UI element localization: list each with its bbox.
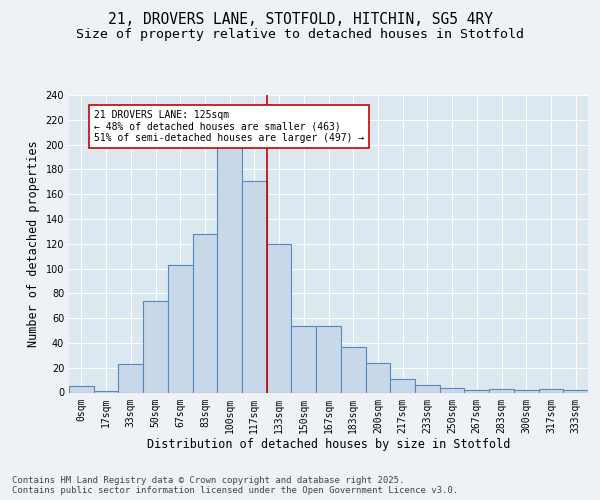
Bar (69, 386, 94, 392)
Bar (168, 265, 193, 392)
Bar (489, 389, 514, 392)
Bar (217, 146, 242, 392)
Text: Size of property relative to detached houses in Stotfold: Size of property relative to detached ho… (76, 28, 524, 41)
Bar (563, 390, 588, 392)
Bar (390, 379, 415, 392)
Bar (514, 390, 539, 392)
Bar (316, 326, 341, 392)
Bar (365, 363, 390, 392)
Bar (415, 385, 440, 392)
Y-axis label: Number of detached properties: Number of detached properties (27, 140, 40, 347)
Text: Contains HM Land Registry data © Crown copyright and database right 2025.
Contai: Contains HM Land Registry data © Crown c… (12, 476, 458, 495)
Bar (193, 234, 217, 392)
Text: 21, DROVERS LANE, STOTFOLD, HITCHIN, SG5 4RY: 21, DROVERS LANE, STOTFOLD, HITCHIN, SG5… (107, 12, 493, 28)
X-axis label: Distribution of detached houses by size in Stotfold: Distribution of detached houses by size … (147, 438, 510, 451)
Bar (440, 388, 464, 392)
Bar (341, 346, 365, 393)
Bar (143, 301, 168, 392)
Bar (242, 180, 267, 392)
Bar (464, 390, 489, 392)
Bar (118, 364, 143, 392)
Bar (539, 389, 563, 392)
Text: 21 DROVERS LANE: 125sqm
← 48% of detached houses are smaller (463)
51% of semi-d: 21 DROVERS LANE: 125sqm ← 48% of detache… (94, 110, 364, 143)
Bar (267, 244, 292, 392)
Bar (292, 326, 316, 392)
